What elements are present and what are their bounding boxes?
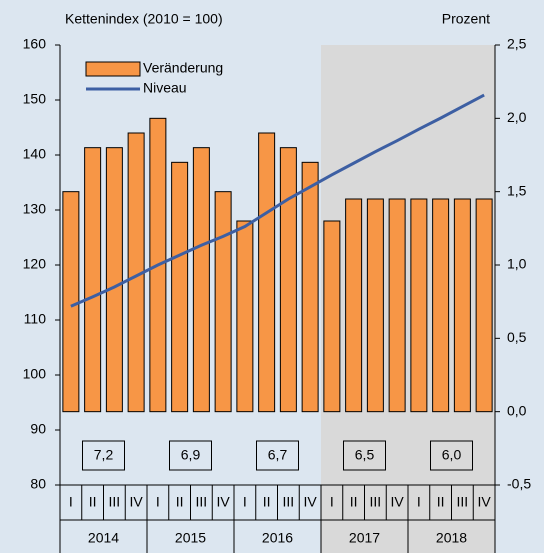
bar [84,147,102,413]
y2-tick-label: -0,5 [507,476,531,492]
bar [192,147,210,413]
y-tick-label: 140 [23,146,47,162]
x-tick-label: IV [130,494,144,510]
x-tick-label: III [109,494,121,510]
annual-box [256,440,299,471]
annual-box [343,440,386,471]
annual-box [82,440,125,471]
legend-swatch [85,61,141,77]
y-tick-label: 150 [23,91,47,107]
y2-tick-label: 1,0 [507,256,527,272]
annual-label: 6,7 [268,447,288,463]
y-axis-title: Kettenindex (2010 = 100) [65,11,223,27]
bar [432,198,450,413]
y2-tick-label: 0,5 [507,329,527,345]
bar [475,198,493,413]
bar [214,191,232,413]
year-label: 2014 [88,530,119,546]
x-tick-label: IV [391,494,405,510]
x-tick-label: IV [304,494,318,510]
line [70,93,485,308]
y-tick-label: 160 [23,36,47,52]
y-tick-label: 110 [24,311,47,327]
x-tick-label: III [370,494,382,510]
x-tick-label: III [457,494,469,510]
legend-label: Veränderung [143,60,223,76]
year-label: 2015 [175,530,206,546]
x-tick-label: II [176,494,184,510]
year-label: 2017 [349,530,380,546]
x-tick-label: II [350,494,358,510]
annual-box [430,440,473,471]
y2-axis-title: Prozent [442,11,490,27]
x-tick-label: I [243,494,247,510]
bar [323,220,341,413]
bar [453,198,471,413]
x-tick-label: II [437,494,445,510]
annual-label: 7,2 [94,447,114,463]
annual-label: 6,0 [442,447,462,463]
legend-label: Niveau [143,80,187,96]
bar [62,191,80,413]
x-tick-label: IV [478,494,492,510]
annual-label: 6,9 [181,447,201,463]
y-tick-label: 120 [23,256,47,272]
bar [171,161,189,413]
bar [105,147,123,413]
x-tick-label: III [283,494,295,510]
x-tick-label: II [263,494,271,510]
year-label: 2016 [262,530,293,546]
y2-tick-label: 2,5 [507,36,527,52]
x-tick-label: I [156,494,160,510]
bar [410,198,428,413]
annual-box [169,440,212,471]
bar [345,198,363,413]
bar [279,147,297,413]
bar [301,161,319,413]
y-tick-label: 130 [23,201,47,217]
y-tick-label: 80 [30,476,46,492]
x-tick-label: III [196,494,208,510]
annual-label: 6,5 [355,447,375,463]
y2-tick-label: 1,5 [507,182,527,198]
x-tick-label: I [330,494,334,510]
bar [258,132,276,413]
x-tick-label: IV [217,494,231,510]
x-tick-label: I [417,494,421,510]
year-label: 2018 [436,530,467,546]
x-tick-label: I [69,494,73,510]
y2-tick-label: 0,0 [507,402,527,418]
x-tick-label: II [89,494,97,510]
bar [388,198,406,413]
y-tick-label: 90 [30,421,46,437]
bar [366,198,384,413]
y2-tick-label: 2,0 [507,109,527,125]
y-tick-label: 100 [23,366,47,382]
bar [236,220,254,413]
